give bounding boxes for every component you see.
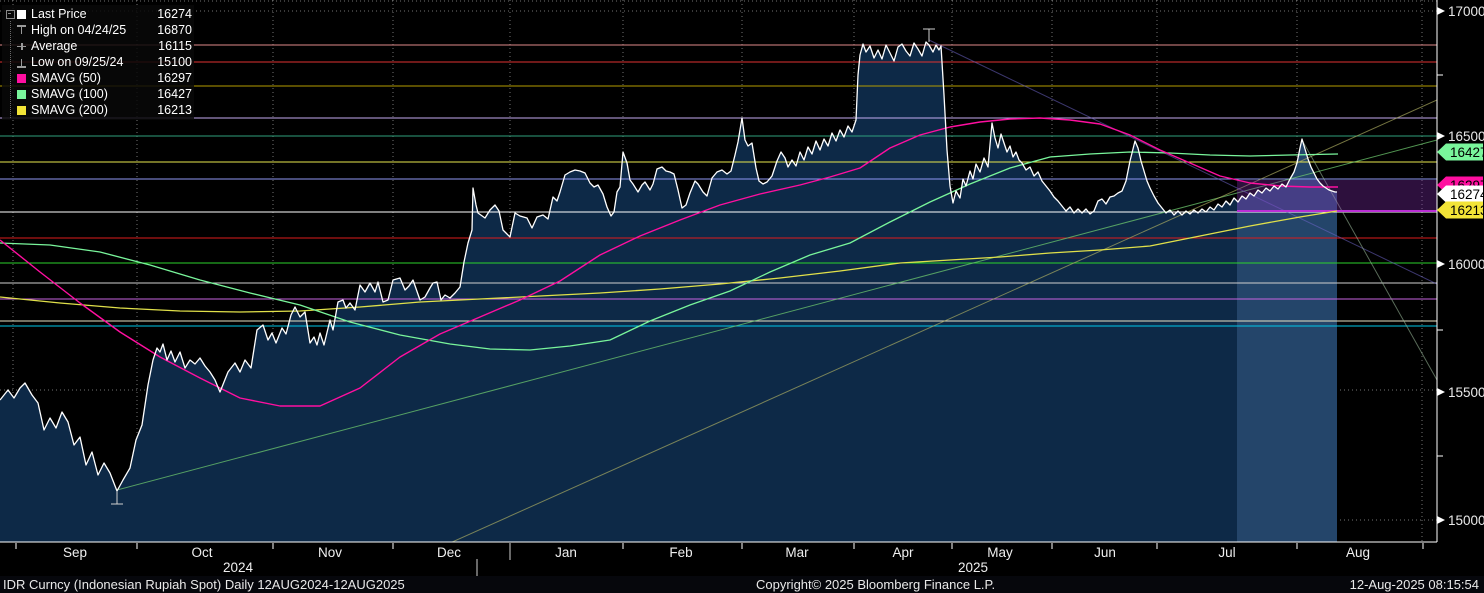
plot-area[interactable] — [0, 0, 1437, 543]
month-label-dec: Dec — [437, 545, 461, 560]
month-label-mar: Mar — [785, 545, 809, 560]
legend-row-smavg-100[interactable]: SMAVG (100) 16427 — [4, 86, 192, 102]
month-label-jul: Jul — [1218, 545, 1235, 560]
month-label-apr: Apr — [892, 545, 914, 560]
axis-badge-16213 — [1437, 201, 1483, 219]
month-label-nov: Nov — [318, 545, 342, 560]
chart-title: IDR Curncy (Indonesian Rupiah Spot) Dail… — [3, 577, 405, 592]
y-tick-arrow-icon — [1437, 516, 1445, 524]
timestamp: 12-Aug-2025 08:15:54 — [1349, 577, 1479, 592]
y-tick-arrow-icon — [1437, 7, 1445, 15]
legend-avg-marker-icon — [17, 42, 31, 51]
axis-badge-label: 16213 — [1450, 203, 1484, 218]
legend-value: 16427 — [157, 87, 192, 101]
chart-legend: Last Price 16274 High on 04/24/25 16870 Aver… — [2, 5, 194, 120]
y-axis-label-15500: 15500 — [1448, 385, 1484, 400]
legend-value: 16297 — [157, 71, 192, 85]
legend-row-last-price[interactable]: Last Price 16274 — [4, 6, 192, 22]
price-line[interactable] — [0, 41, 1337, 492]
axis-badge-16274 — [1437, 185, 1483, 203]
year-label-2025: 2025 — [958, 560, 988, 575]
legend-tree-expand-icon[interactable] — [4, 9, 17, 19]
legend-label: SMAVG (50) — [31, 71, 101, 85]
legend-label: High on 04/24/25 — [31, 23, 127, 37]
legend-low-marker-icon — [17, 57, 31, 68]
legend-value: 16870 — [157, 23, 192, 37]
month-label-feb: Feb — [669, 545, 692, 560]
legend-row-low-on-09-25-24[interactable]: Low on 09/25/24 15100 — [4, 54, 192, 70]
month-label-jun: Jun — [1094, 545, 1116, 560]
highlight-column — [1237, 42, 1337, 542]
copyright-text: Copyright© 2025 Bloomberg Finance L.P. — [756, 577, 996, 592]
legend-tree-line — [10, 21, 11, 118]
legend-row-smavg-50[interactable]: SMAVG (50) 16297 — [4, 70, 192, 86]
legend-swatch-icon — [17, 105, 31, 115]
smavg200-line[interactable] — [0, 210, 1338, 313]
axis-badge-label: 16427 — [1450, 145, 1484, 160]
legend-value: 16274 — [157, 7, 192, 21]
y-tick-arrow-icon — [1437, 260, 1445, 268]
legend-row-high-on-04-24-25[interactable]: High on 04/24/25 16870 — [4, 22, 192, 38]
downtrend-from-jul-spike[interactable] — [1301, 139, 1437, 381]
downtrend-from-apr-high[interactable] — [928, 39, 1437, 285]
month-label-may: May — [987, 545, 1013, 560]
y-tick-arrow-icon — [1437, 132, 1445, 140]
uptrend-steep[interactable] — [450, 99, 1437, 543]
legend-row-average[interactable]: Average 16115 — [4, 38, 192, 54]
legend-swatch-icon — [17, 9, 31, 19]
price-area-fill — [0, 42, 1337, 542]
month-label-aug: Aug — [1346, 545, 1370, 560]
y-axis-label-16500: 16500 — [1448, 129, 1484, 144]
y-axis-label-17000: 17000 — [1448, 4, 1484, 19]
month-label-sep: Sep — [63, 545, 87, 560]
legend-label: SMAVG (200) — [31, 103, 108, 117]
legend-row-smavg-200[interactable]: SMAVG (200) 16213 — [4, 102, 192, 118]
smavg100-line[interactable] — [0, 151, 1339, 351]
legend-label: Last Price — [31, 7, 87, 21]
month-label-oct: Oct — [191, 545, 212, 560]
y-axis-label-16000: 16000 — [1448, 257, 1484, 272]
legend-high-marker-icon — [17, 24, 31, 36]
legend-label: Average — [31, 39, 78, 53]
year-label-2024: 2024 — [223, 560, 254, 575]
legend-swatch-icon — [17, 73, 31, 83]
legend-label: SMAVG (100) — [31, 87, 108, 101]
legend-swatch-icon — [17, 89, 31, 99]
month-label-jan: Jan — [555, 545, 577, 560]
status-bar: IDR Curncy (Indonesian Rupiah Spot) Dail… — [0, 576, 1484, 593]
y-tick-arrow-icon — [1437, 388, 1445, 396]
axis-badge-16427 — [1437, 143, 1483, 161]
legend-label: Low on 09/25/24 — [31, 55, 124, 69]
smavg50-line[interactable] — [0, 117, 1338, 407]
y-axis-label-15000: 15000 — [1448, 513, 1484, 528]
legend-value: 16213 — [157, 103, 192, 117]
legend-value: 16115 — [158, 39, 192, 53]
legend-value: 15100 — [157, 55, 192, 69]
axis-badge-label: 16274 — [1450, 187, 1484, 202]
